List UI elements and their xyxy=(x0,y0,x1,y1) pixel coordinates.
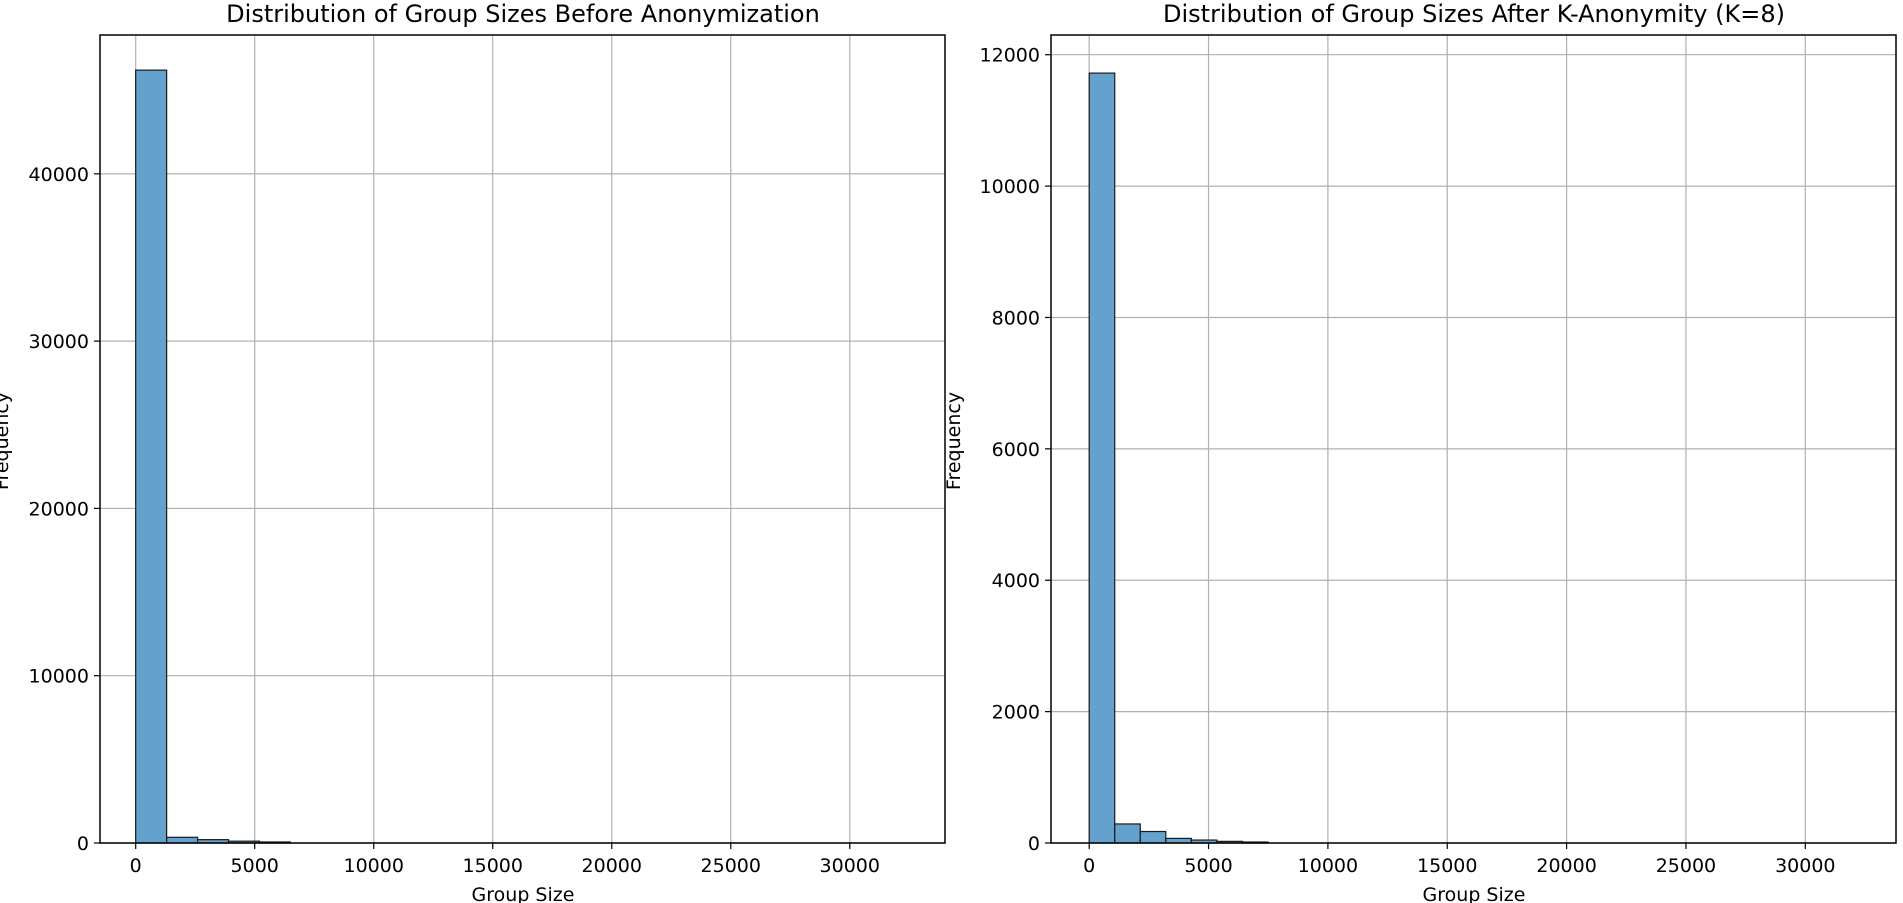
left-ytick-label: 30000 xyxy=(29,331,89,353)
right-histogram-bar xyxy=(1114,823,1141,844)
right-ytick-label: 12000 xyxy=(980,45,1040,67)
left-xtick-label: 15000 xyxy=(463,855,523,877)
left-ytick-label: 20000 xyxy=(29,498,89,520)
right-xtick-label: 30000 xyxy=(1775,855,1835,877)
left-xtick-label: 5000 xyxy=(231,855,279,877)
left-plot-frame xyxy=(99,34,946,844)
right-histogram-bar xyxy=(1139,830,1167,844)
right-xtick-label: 10000 xyxy=(1298,855,1358,877)
left-xtick-label: 30000 xyxy=(820,855,880,877)
left-ytick-label: 0 xyxy=(77,833,89,855)
left-xtick-label: 20000 xyxy=(582,855,642,877)
right-ytick-label: 8000 xyxy=(992,307,1040,329)
left-xtick-label: 25000 xyxy=(701,855,761,877)
left-ytick-label: 10000 xyxy=(29,666,89,688)
left-ytick-label: 40000 xyxy=(29,164,89,186)
right-xtick-label: 15000 xyxy=(1417,855,1477,877)
left-xtick-label: 0 xyxy=(130,855,142,877)
right-chart: Distribution of Group Sizes After K-Anon… xyxy=(943,0,1897,903)
right-xtick-label: 0 xyxy=(1083,855,1095,877)
right-histogram-bar xyxy=(1088,72,1116,844)
right-plot-frame xyxy=(1050,34,1897,844)
right-ytick-label: 2000 xyxy=(992,702,1040,724)
right-xtick-label: 20000 xyxy=(1536,855,1596,877)
right-chart-ylabel: Frequency xyxy=(943,392,965,490)
right-ytick-label: 0 xyxy=(1028,833,1040,855)
right-chart-xlabel: Group Size xyxy=(1423,884,1526,903)
left-chart-xlabel: Group Size xyxy=(472,884,575,903)
right-xtick-label: 5000 xyxy=(1184,855,1232,877)
left-chart: Distribution of Group Sizes Before Anony… xyxy=(0,0,946,903)
right-xtick-label: 25000 xyxy=(1656,855,1716,877)
right-ytick-label: 10000 xyxy=(980,176,1040,198)
left-xtick-label: 10000 xyxy=(344,855,404,877)
right-ytick-label: 6000 xyxy=(992,439,1040,461)
left-chart-title: Distribution of Group Sizes Before Anony… xyxy=(226,0,820,28)
right-chart-title: Distribution of Group Sizes After K-Anon… xyxy=(1163,0,1785,28)
left-chart-ylabel: Frequency xyxy=(0,392,13,490)
left-histogram-bar xyxy=(135,69,168,844)
left-histogram-bar xyxy=(166,836,199,844)
right-ytick-label: 4000 xyxy=(992,570,1040,592)
